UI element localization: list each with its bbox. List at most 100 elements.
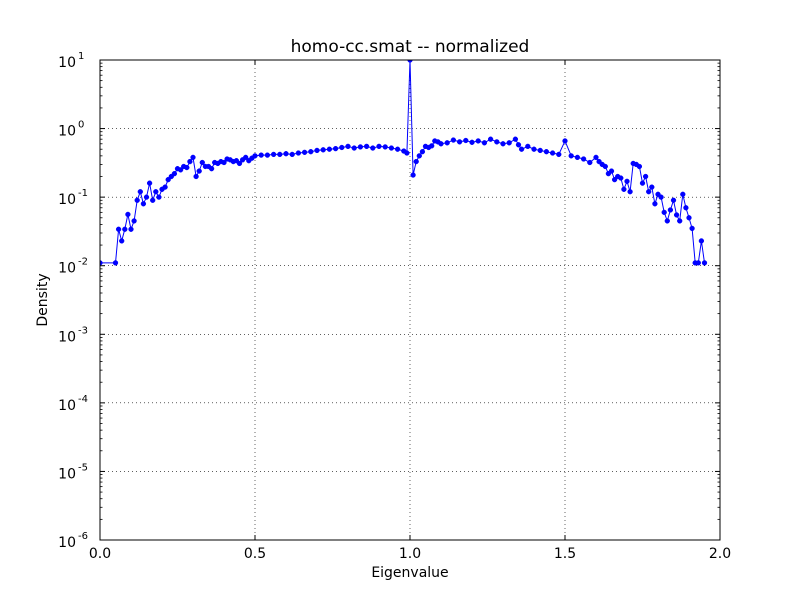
- y-tick-label: 10 -4: [58, 394, 88, 414]
- y-tick-label-exponent: -1: [78, 188, 88, 199]
- data-point: [332, 145, 339, 152]
- y-tick-label: 10 -5: [58, 462, 88, 482]
- data-point: [128, 226, 134, 232]
- data-point: [574, 154, 581, 161]
- y-tick-label-exponent: -2: [78, 257, 88, 268]
- data-point: [649, 184, 655, 190]
- data-point: [568, 153, 574, 159]
- y-tick-label-base: 10: [58, 124, 76, 140]
- data-point: [419, 149, 426, 155]
- data-point: [125, 211, 131, 218]
- data-point: [308, 149, 314, 155]
- data-point: [345, 143, 351, 150]
- data-point: [320, 147, 326, 153]
- y-tick-label-exponent: -3: [78, 325, 88, 336]
- data-point: [664, 218, 670, 224]
- y-axis-title: Density: [35, 273, 51, 326]
- data-point: [252, 153, 258, 159]
- data-point: [407, 60, 413, 63]
- data-point: [184, 164, 190, 171]
- data-point: [115, 226, 122, 232]
- data-point: [549, 150, 556, 156]
- data-point: [608, 168, 615, 174]
- x-tick-label: 2.0: [709, 546, 731, 562]
- data-point: [165, 176, 171, 183]
- data-point: [531, 146, 537, 152]
- data-point: [701, 260, 708, 266]
- data-point: [187, 158, 193, 165]
- series-line-group: [100, 60, 708, 266]
- data-point: [667, 207, 674, 213]
- data-point: [153, 189, 159, 195]
- y-tick-label-exponent: -5: [78, 462, 88, 473]
- data-point: [673, 212, 680, 218]
- data-point: [277, 151, 283, 158]
- data-point: [221, 159, 227, 166]
- data-point: [416, 153, 422, 159]
- data-point: [562, 138, 568, 144]
- y-tick-label-exponent: 0: [78, 120, 84, 131]
- y-tick-label-base: 10: [58, 466, 76, 482]
- data-point: [258, 152, 264, 158]
- y-tick-label-exponent: -4: [78, 394, 88, 405]
- data-point: [289, 151, 295, 158]
- x-tick-label: 1.5: [554, 546, 576, 562]
- data-point: [695, 260, 701, 266]
- data-point: [593, 154, 599, 161]
- data-point: [463, 137, 469, 144]
- data-point: [450, 137, 457, 143]
- data-point: [177, 167, 184, 173]
- data-point: [301, 149, 308, 156]
- data-point: [122, 226, 128, 232]
- data-point: [363, 143, 370, 150]
- data-point: [518, 146, 525, 152]
- data-point: [137, 189, 143, 195]
- data-point: [639, 180, 646, 186]
- data-point: [602, 163, 608, 170]
- y-tick-label-base: 10: [58, 398, 76, 414]
- data-point: [100, 260, 103, 266]
- data-point: [525, 143, 531, 150]
- data-point: [131, 218, 137, 224]
- data-point: [556, 151, 562, 158]
- data-point: [698, 238, 705, 244]
- data-point: [515, 142, 522, 148]
- y-tick-label: 10 1: [58, 51, 84, 71]
- data-point: [410, 172, 416, 178]
- data-point: [537, 147, 543, 154]
- y-tick-label-base: 10: [58, 261, 76, 277]
- data-point: [494, 139, 500, 145]
- y-tick-label-exponent: 1: [78, 51, 84, 62]
- data-point: [162, 184, 168, 190]
- data-point: [611, 176, 618, 183]
- x-tick-labels: 0.0 0.5 1.0 1.5 2.0: [89, 546, 731, 562]
- data-point: [394, 146, 401, 152]
- data-point: [481, 140, 488, 146]
- data-point: [357, 144, 364, 150]
- data-point: [652, 201, 658, 207]
- data-point: [689, 225, 695, 232]
- data-point: [351, 145, 357, 151]
- data-point: [677, 218, 683, 224]
- data-point: [243, 154, 249, 161]
- data-point: [326, 146, 333, 152]
- data-point: [196, 168, 202, 174]
- y-tick-label: 10 -2: [58, 257, 88, 277]
- plot-frame: [99, 59, 721, 541]
- data-point: [642, 173, 649, 180]
- data-point: [199, 159, 205, 166]
- data-point: [683, 205, 689, 211]
- data-point: [156, 194, 162, 200]
- x-axis-title: Eigenvalue: [371, 565, 448, 581]
- data-point: [146, 180, 153, 186]
- data-point: [264, 152, 271, 158]
- y-tick-label: 10 -1: [58, 188, 88, 208]
- data-point: [404, 150, 410, 156]
- data-point: [388, 145, 395, 151]
- data-point: [140, 201, 147, 207]
- data-point: [444, 140, 450, 146]
- data-point: [236, 160, 243, 167]
- data-point: [339, 144, 345, 151]
